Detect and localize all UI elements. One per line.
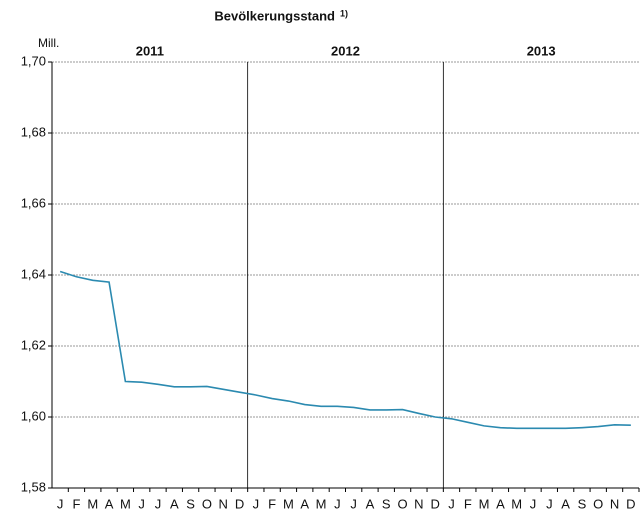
x-tick-label: A bbox=[105, 496, 114, 511]
y-tick-label: 1,60 bbox=[21, 408, 46, 423]
y-tick-label: 1,62 bbox=[21, 337, 46, 352]
y-tick-label: 1,66 bbox=[21, 195, 46, 210]
x-tick-label: M bbox=[120, 496, 131, 511]
x-tick-label: D bbox=[235, 496, 244, 511]
x-tick-label: S bbox=[186, 496, 195, 511]
x-tick-label: M bbox=[283, 496, 294, 511]
x-tick-label: S bbox=[578, 496, 587, 511]
x-tick-label: S bbox=[382, 496, 391, 511]
y-unit: Mill. bbox=[38, 36, 59, 50]
x-tick-label: M bbox=[479, 496, 490, 511]
x-tick-label: J bbox=[253, 496, 260, 511]
y-tick-label: 1,70 bbox=[21, 53, 46, 68]
x-tick-label: J bbox=[57, 496, 64, 511]
x-tick-label: F bbox=[72, 496, 80, 511]
x-tick-label: N bbox=[219, 496, 228, 511]
x-tick-label: A bbox=[300, 496, 309, 511]
x-tick-label: F bbox=[464, 496, 472, 511]
x-tick-label: F bbox=[268, 496, 276, 511]
x-tick-label: M bbox=[87, 496, 98, 511]
year-label: 2013 bbox=[527, 43, 556, 58]
data-line bbox=[59, 270, 631, 430]
x-tick-label: J bbox=[334, 496, 341, 511]
x-tick-label: J bbox=[448, 496, 455, 511]
y-tick-label: 1,58 bbox=[21, 479, 46, 494]
year-label: 2012 bbox=[331, 43, 360, 58]
y-tick-label: 1,68 bbox=[21, 124, 46, 139]
chart-title: Bevölkerungsstand bbox=[214, 8, 335, 23]
x-tick-label: D bbox=[626, 496, 635, 511]
x-tick-label: A bbox=[496, 496, 505, 511]
x-tick-label: J bbox=[138, 496, 145, 511]
x-tick-label: J bbox=[546, 496, 553, 511]
x-tick-label: O bbox=[202, 496, 212, 511]
x-tick-label: A bbox=[561, 496, 570, 511]
year-label: 2011 bbox=[136, 43, 164, 58]
x-tick-label: A bbox=[366, 496, 375, 511]
x-tick-label: M bbox=[511, 496, 522, 511]
x-tick-label: J bbox=[155, 496, 162, 511]
x-tick-label: A bbox=[170, 496, 179, 511]
x-tick-label: N bbox=[610, 496, 619, 511]
y-tick-label: 1,64 bbox=[21, 266, 46, 281]
x-tick-label: N bbox=[414, 496, 423, 511]
x-tick-label: O bbox=[593, 496, 603, 511]
x-tick-label: J bbox=[350, 496, 357, 511]
title-note: 1) bbox=[340, 8, 348, 18]
x-tick-label: D bbox=[430, 496, 439, 511]
x-tick-label: O bbox=[398, 496, 408, 511]
x-tick-label: J bbox=[530, 496, 537, 511]
x-tick-label: M bbox=[316, 496, 327, 511]
